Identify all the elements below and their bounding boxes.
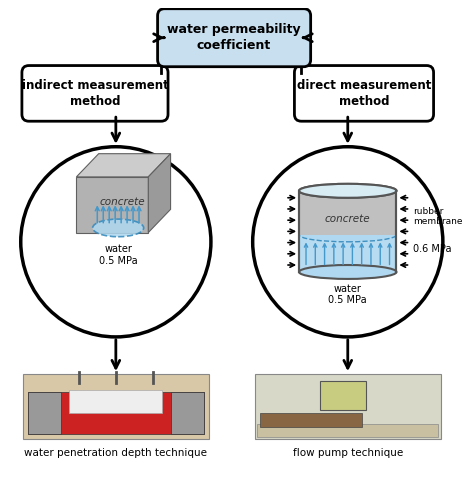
Text: water penetration depth technique: water penetration depth technique <box>24 448 207 458</box>
Text: direct measurement
method: direct measurement method <box>297 79 431 108</box>
Polygon shape <box>76 154 171 177</box>
Bar <box>171 392 204 434</box>
Text: water permeability
coefficient: water permeability coefficient <box>167 23 301 52</box>
Bar <box>257 423 438 437</box>
Circle shape <box>253 147 443 337</box>
Text: water
0.5 MPa: water 0.5 MPa <box>328 284 367 305</box>
Ellipse shape <box>299 265 396 279</box>
Text: concrete: concrete <box>325 214 371 224</box>
Text: rubber
membrane: rubber membrane <box>413 206 462 226</box>
Text: water
0.5 MPa: water 0.5 MPa <box>99 244 137 266</box>
Text: concrete: concrete <box>100 197 146 207</box>
Bar <box>299 235 396 272</box>
Bar <box>23 374 209 439</box>
Polygon shape <box>148 154 171 232</box>
Text: 0.6 MPa: 0.6 MPa <box>413 244 451 254</box>
FancyBboxPatch shape <box>157 9 310 67</box>
Ellipse shape <box>299 228 396 242</box>
Bar <box>255 374 440 439</box>
FancyBboxPatch shape <box>294 66 434 121</box>
Text: indirect measurement
method: indirect measurement method <box>22 79 168 108</box>
Bar <box>320 380 366 410</box>
Ellipse shape <box>92 219 144 237</box>
Ellipse shape <box>299 184 396 198</box>
Bar <box>27 392 204 434</box>
Ellipse shape <box>299 184 396 198</box>
Bar <box>70 390 162 413</box>
Circle shape <box>21 147 211 337</box>
Bar <box>299 191 396 235</box>
Text: flow pump technique: flow pump technique <box>292 448 403 458</box>
Bar <box>27 392 61 434</box>
Polygon shape <box>76 177 148 232</box>
FancyBboxPatch shape <box>22 66 168 121</box>
Bar <box>260 413 362 427</box>
